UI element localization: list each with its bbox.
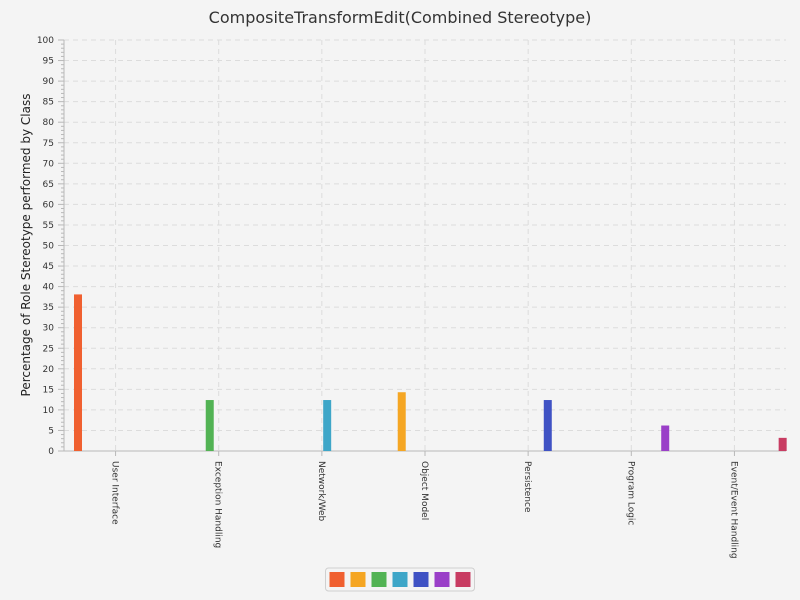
x-tick-label: Event/Event Handling xyxy=(728,461,738,559)
bar-layer xyxy=(74,294,787,451)
y-tick-label: 35 xyxy=(43,303,54,313)
chart-title: CompositeTransformEdit(Combined Stereoty… xyxy=(209,8,592,27)
y-tick-label: 100 xyxy=(37,36,54,46)
bar xyxy=(74,294,82,451)
bar xyxy=(543,400,552,451)
legend-swatch xyxy=(392,572,408,587)
y-tick-label: 65 xyxy=(43,180,54,190)
y-tick-label: 45 xyxy=(43,262,54,272)
legend-swatch xyxy=(350,572,366,587)
y-tick-label: 25 xyxy=(43,344,54,354)
axis-layer: 0 5 10 15 20 25 30 35 40 45 50 55 60 65 70 75 80 85 90 95 10… xyxy=(37,36,786,457)
legend xyxy=(325,567,475,592)
legend-swatch xyxy=(329,572,345,587)
y-tick-label: 75 xyxy=(43,139,54,149)
legend-swatch xyxy=(455,572,471,587)
y-tick-label: 20 xyxy=(43,365,55,375)
legend-swatch xyxy=(371,572,387,587)
x-tick-label: Object Model xyxy=(419,461,429,520)
x-tick-label: Network/Web xyxy=(316,461,326,522)
y-tick-label: 80 xyxy=(43,118,55,128)
y-tick-label: 0 xyxy=(48,447,54,457)
x-tick-label: Exception Handling xyxy=(213,461,223,548)
bar xyxy=(205,400,214,451)
y-tick-label: 90 xyxy=(43,77,55,87)
y-tick-label: 70 xyxy=(43,159,55,169)
legend-swatch xyxy=(434,572,450,587)
y-tick-label: 30 xyxy=(43,324,55,334)
bar xyxy=(661,425,670,451)
y-tick-label: 55 xyxy=(43,221,54,231)
y-tick-label: 15 xyxy=(43,385,54,395)
legend-swatch xyxy=(413,572,429,587)
y-tick-label: 10 xyxy=(43,406,55,416)
y-tick-label: 60 xyxy=(43,200,55,210)
x-tick-label: Program Logic xyxy=(625,461,635,525)
y-tick-label: 85 xyxy=(43,98,54,108)
y-tick-label: 50 xyxy=(43,242,55,252)
y-tick-label: 5 xyxy=(48,426,54,436)
y-axis-label: Percentage of Role Stereotype performed … xyxy=(19,94,33,397)
x-tick-labels: User Interface Exception Handling Network/… xyxy=(110,451,738,559)
bar xyxy=(323,400,332,451)
bar xyxy=(778,437,787,451)
x-tick-label: User Interface xyxy=(110,461,120,525)
y-tick-label: 40 xyxy=(43,283,55,293)
x-tick-label: Persistence xyxy=(522,461,532,513)
y-tick-label: 95 xyxy=(43,57,54,67)
bar xyxy=(397,392,406,451)
grid-layer xyxy=(64,39,786,451)
